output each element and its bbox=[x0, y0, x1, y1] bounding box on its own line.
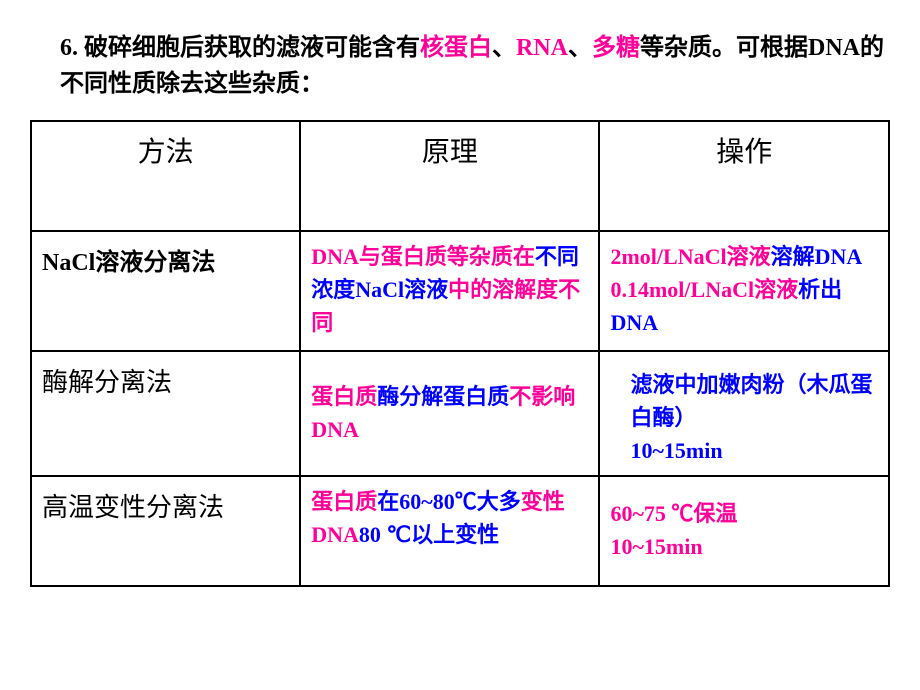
p-text: DNA与蛋白质等杂质在 bbox=[311, 244, 535, 269]
heading-text-1: 破碎细胞后获取的滤液可能含有 bbox=[84, 35, 420, 61]
operation-cell: 60~75 ℃保温 10~15min bbox=[599, 476, 889, 586]
header-operation: 操作 bbox=[599, 121, 889, 231]
o-text: 60~75 ℃保温 bbox=[610, 501, 737, 526]
principle-cell: 蛋白质在60~80℃大多变性 DNA80 ℃以上变性 bbox=[300, 476, 599, 586]
heading-highlight-3: 多糖 bbox=[592, 35, 640, 61]
table-row: NaCl溶液分离法 DNA与蛋白质等杂质在不同浓度NaCl溶液中的溶解度不同 2… bbox=[31, 231, 889, 351]
method-cell: 高温变性分离法 bbox=[31, 476, 300, 586]
slide: 6. 破碎细胞后获取的滤液可能含有核蛋白、RNA、多糖等杂质。可根据DNA的不同… bbox=[0, 0, 920, 587]
table-row: 酶解分离法 蛋白质酶分解蛋白质不影响DNA 滤液中加嫩肉粉（木瓜蛋白酶） 10~… bbox=[31, 351, 889, 476]
heading-text-2: 等杂质。可根据 bbox=[640, 35, 808, 61]
p-text: 蛋白质 bbox=[311, 489, 377, 514]
method-name: 酶解分离法 bbox=[42, 368, 172, 397]
o-text: 滤液中加嫩肉粉（木瓜蛋白酶） bbox=[630, 372, 872, 430]
header-principle: 原理 bbox=[300, 121, 599, 231]
method-cell: 酶解分离法 bbox=[31, 351, 300, 476]
heading-highlight-2: RNA bbox=[516, 35, 568, 61]
method-cell: NaCl溶液分离法 bbox=[31, 231, 300, 351]
p-text: 变性 bbox=[521, 489, 565, 514]
method-name: 高温变性分离法 bbox=[42, 493, 224, 522]
p-text: 80 ℃以上变性 bbox=[359, 522, 499, 547]
heading: 6. 破碎细胞后获取的滤液可能含有核蛋白、RNA、多糖等杂质。可根据DNA的不同… bbox=[60, 30, 890, 102]
o-text: 2mol/LNaCl溶液 bbox=[610, 244, 770, 269]
table-header-row: 方法 原理 操作 bbox=[31, 121, 889, 231]
p-text: 在60~80℃大多 bbox=[377, 489, 520, 514]
p-text: DNA bbox=[311, 522, 359, 547]
heading-sep-2: 、 bbox=[568, 35, 592, 61]
p-text: 酶分解蛋白质 bbox=[377, 384, 509, 409]
o-text: 10~15min bbox=[630, 438, 722, 463]
operation-cell: 滤液中加嫩肉粉（木瓜蛋白酶） 10~15min bbox=[599, 351, 889, 476]
principle-cell: DNA与蛋白质等杂质在不同浓度NaCl溶液中的溶解度不同 bbox=[300, 231, 599, 351]
o-text: 溶解DNA bbox=[771, 244, 863, 269]
p-text: 蛋白质 bbox=[311, 384, 377, 409]
methods-table: 方法 原理 操作 NaCl溶液分离法 DNA与蛋白质等杂质在不同浓度NaCl溶液… bbox=[30, 120, 890, 587]
heading-number: 6. bbox=[60, 35, 84, 61]
operation-cell: 2mol/LNaCl溶液溶解DNA 0.14mol/LNaCl溶液析出DNA bbox=[599, 231, 889, 351]
o-text: 10~15min bbox=[610, 534, 702, 559]
header-method: 方法 bbox=[31, 121, 300, 231]
principle-cell: 蛋白质酶分解蛋白质不影响DNA bbox=[300, 351, 599, 476]
method-name: NaCl溶液分离法 bbox=[42, 250, 215, 276]
o-text: 0.14mol/LNaCl溶液 bbox=[610, 277, 798, 302]
heading-highlight-1: 核蛋白 bbox=[420, 35, 492, 61]
table-row: 高温变性分离法 蛋白质在60~80℃大多变性 DNA80 ℃以上变性 60~75… bbox=[31, 476, 889, 586]
heading-dna: DNA bbox=[808, 35, 860, 61]
heading-sep-1: 、 bbox=[492, 35, 516, 61]
